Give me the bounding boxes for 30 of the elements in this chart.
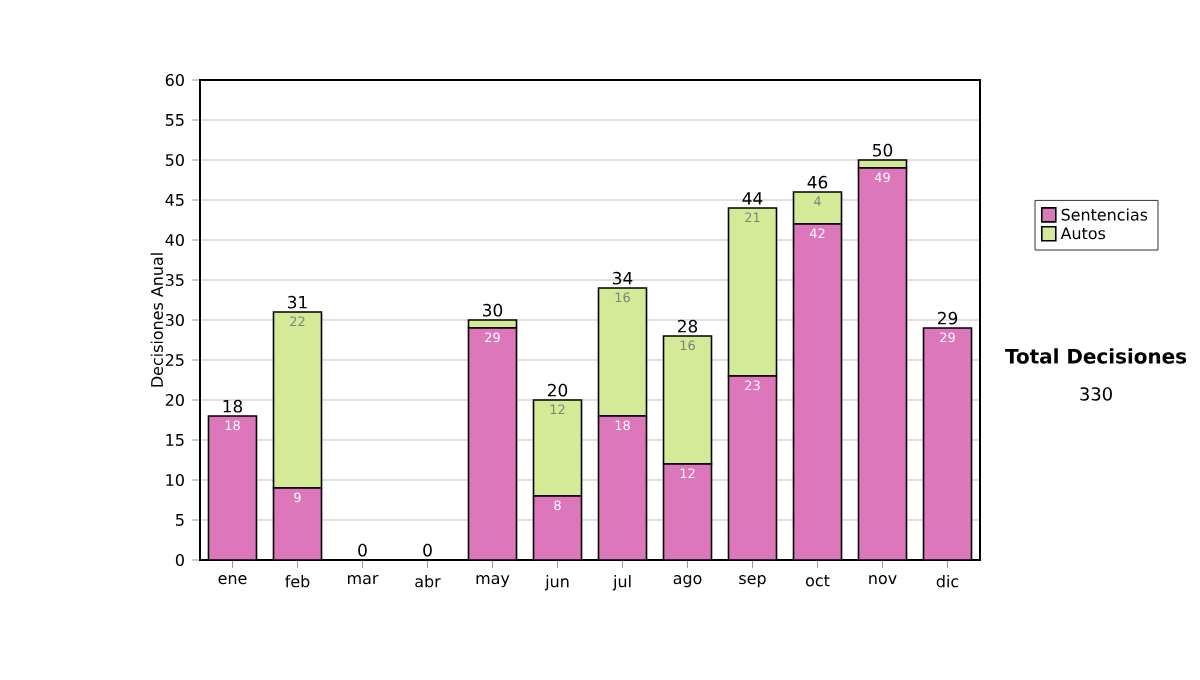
total-label: 20 bbox=[547, 383, 568, 397]
bar bbox=[532, 399, 583, 497]
bar bbox=[467, 327, 518, 560]
total-label: 46 bbox=[807, 175, 828, 189]
bar bbox=[662, 463, 713, 560]
bar bbox=[792, 223, 843, 560]
total-label: 18 bbox=[223, 399, 243, 413]
total-label: 31 bbox=[288, 295, 307, 309]
text: Total Decisiones bbox=[1005, 348, 1187, 364]
total-label: 28 bbox=[677, 319, 698, 333]
bar bbox=[532, 495, 583, 560]
bar bbox=[727, 375, 778, 560]
total-label: 30 bbox=[483, 303, 503, 317]
bar bbox=[662, 335, 713, 465]
bar bbox=[272, 311, 323, 489]
total-label: 44 bbox=[742, 192, 763, 205]
total-label: 34 bbox=[613, 271, 633, 285]
bar bbox=[792, 191, 843, 225]
bar bbox=[208, 416, 257, 560]
bar bbox=[597, 287, 648, 417]
text: 330 bbox=[1080, 387, 1112, 401]
bar bbox=[273, 488, 322, 560]
bar bbox=[857, 167, 908, 560]
total-label: 0 bbox=[358, 543, 367, 557]
total-label: 29 bbox=[937, 311, 958, 325]
bar bbox=[597, 415, 648, 560]
bar bbox=[727, 207, 778, 377]
total-label: 50 bbox=[873, 143, 893, 157]
bar bbox=[922, 327, 973, 560]
total-label: 0 bbox=[423, 543, 432, 557]
